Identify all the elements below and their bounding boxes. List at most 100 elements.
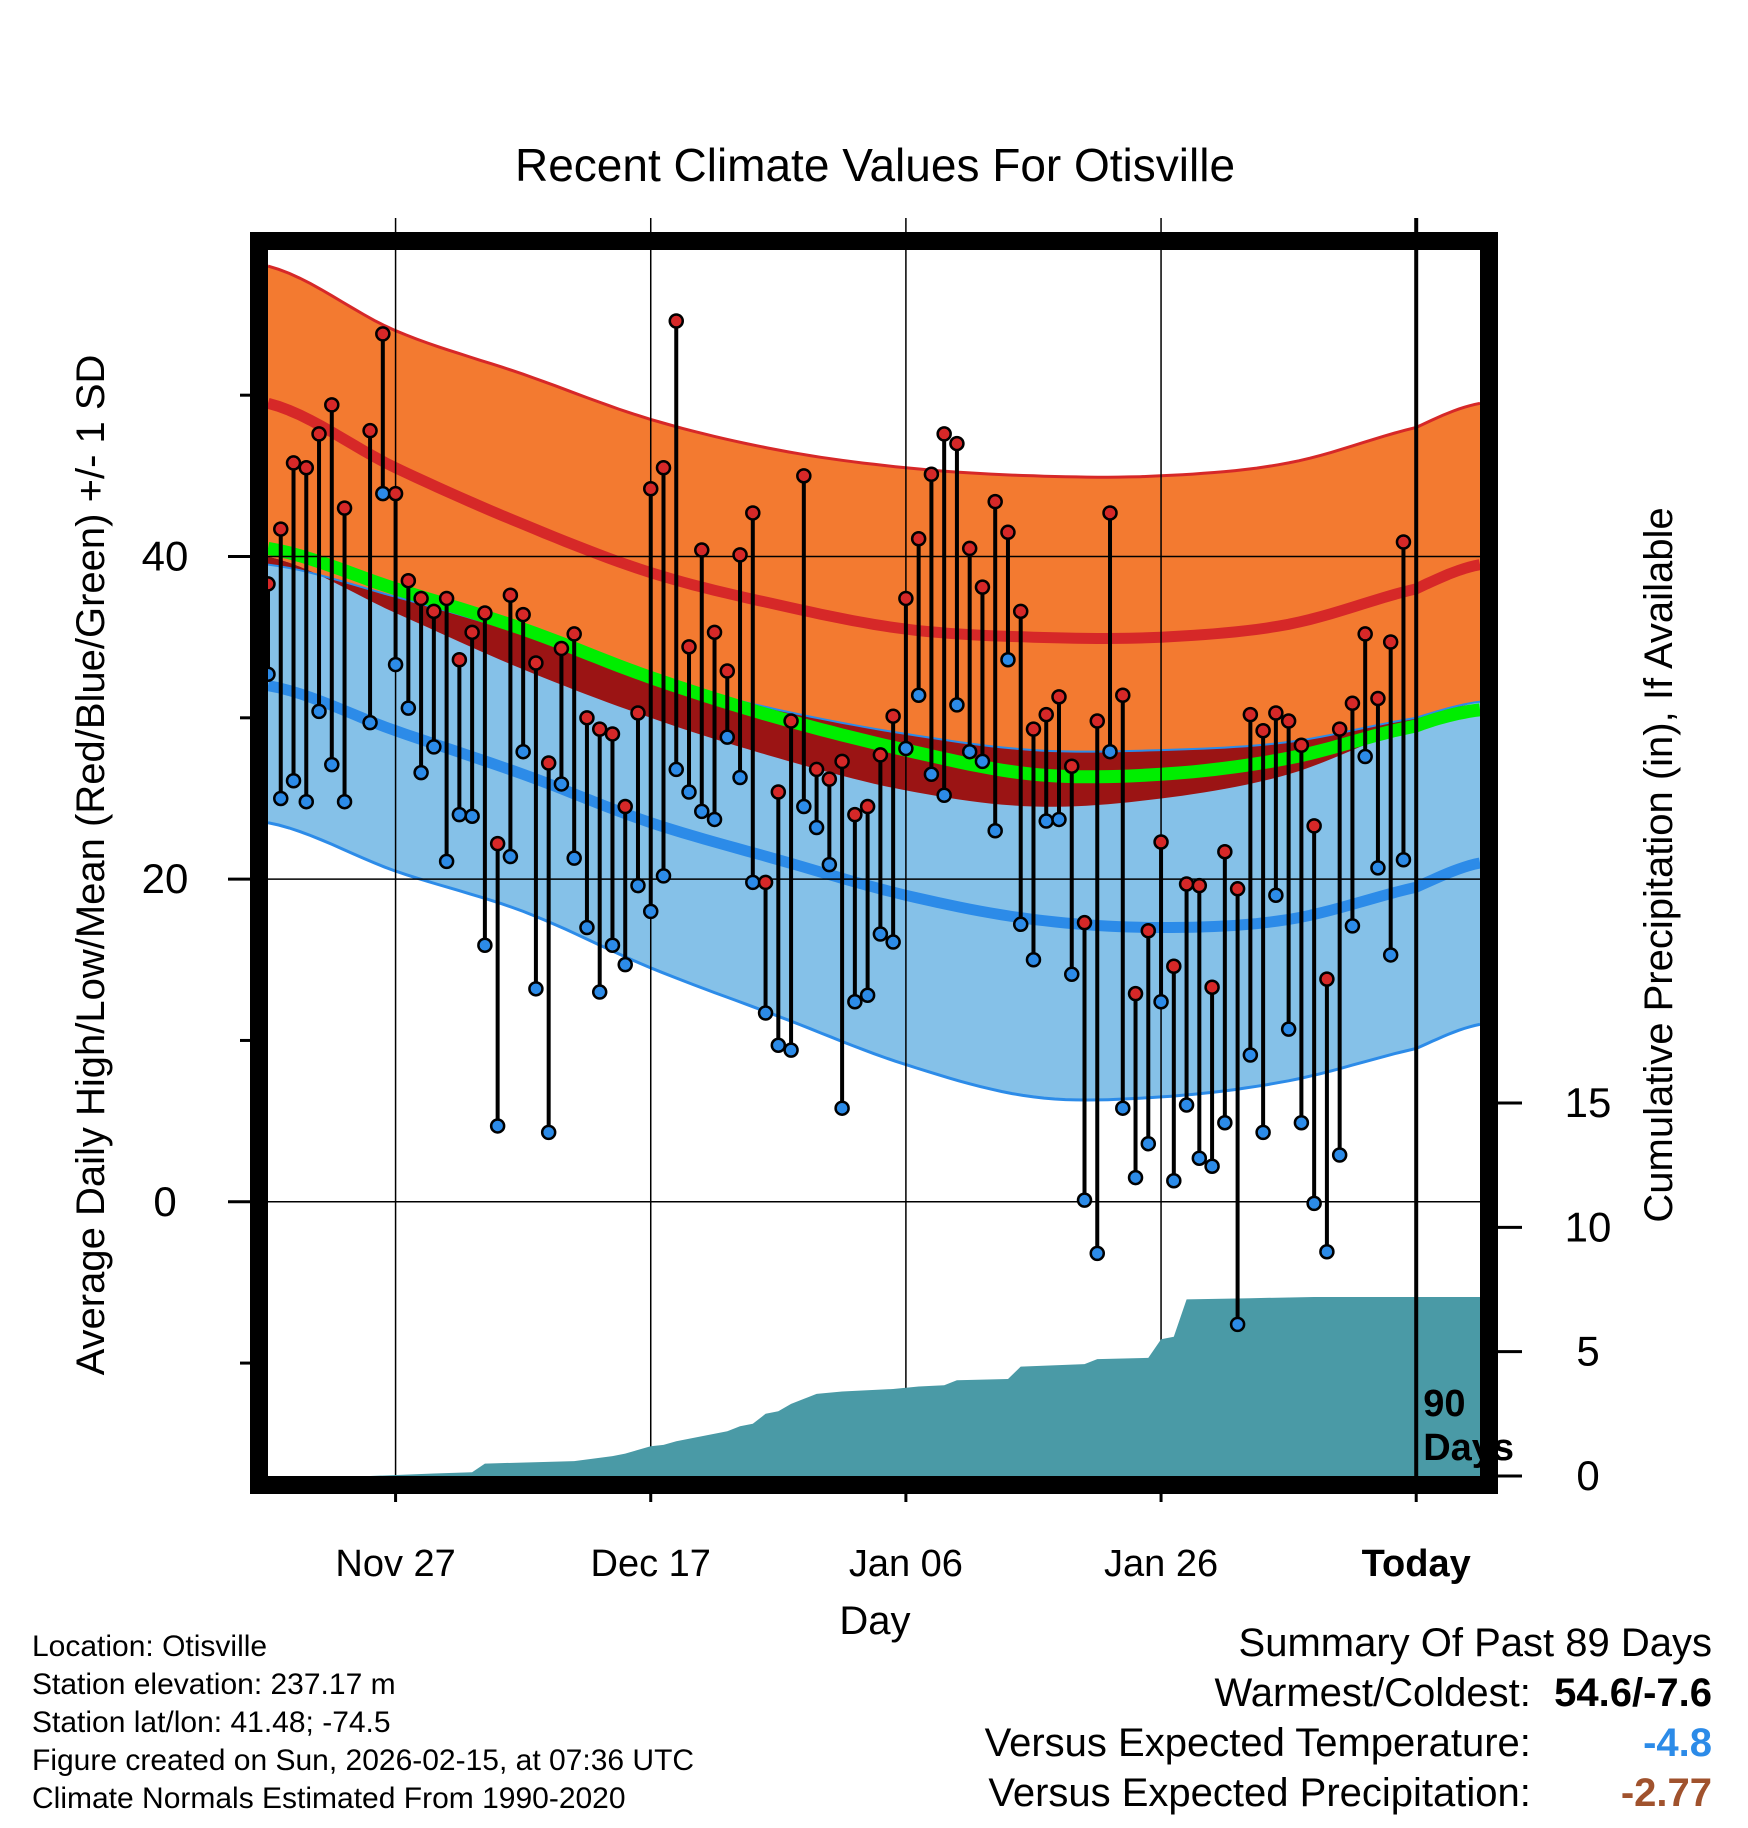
- daily-low-point: [515, 743, 531, 760]
- daily-high-point: [1204, 979, 1220, 995]
- daily-low-point: [413, 764, 429, 781]
- precip-anomaly-label: Versus Expected Precipitation:: [988, 1771, 1531, 1815]
- daily-high-point: [375, 326, 391, 342]
- daily-low-point: [642, 903, 659, 920]
- daily-high-point: [1357, 626, 1373, 642]
- y2-axis-label: Cumulative Precipitation (in), If Availa…: [1637, 507, 1681, 1222]
- daily-low-point: [502, 848, 519, 865]
- daily-high-point: [630, 705, 646, 721]
- daily-high-point: [438, 590, 455, 607]
- daily-low-point: [1115, 1100, 1131, 1116]
- daily-low-point: [1382, 947, 1399, 963]
- daily-low-point: [1204, 1158, 1220, 1175]
- today-days-number: 90: [1423, 1383, 1465, 1425]
- daily-high-point: [808, 761, 825, 778]
- daily-low-point: [387, 656, 404, 673]
- daily-high-point: [1063, 758, 1080, 774]
- daily-high-point: [1217, 843, 1233, 860]
- daily-high-point: [1293, 737, 1310, 753]
- daily-low-point: [591, 984, 608, 1000]
- daily-low-point: [1255, 1124, 1271, 1141]
- daily-low-point: [1217, 1114, 1233, 1131]
- daily-high-point: [1395, 534, 1412, 550]
- daily-low-point: [770, 1037, 787, 1054]
- daily-low-point: [783, 1042, 799, 1058]
- daily-high-point: [847, 806, 863, 823]
- daily-low-point: [1293, 1114, 1310, 1131]
- daily-low-point: [1178, 1097, 1195, 1113]
- daily-low-point: [477, 937, 493, 954]
- daily-low-point: [681, 784, 697, 800]
- daily-high-point: [1255, 722, 1271, 739]
- daily-high-point: [1344, 695, 1361, 712]
- daily-high-point: [821, 771, 838, 787]
- daily-high-point: [1025, 721, 1042, 737]
- daily-high-point: [311, 426, 327, 442]
- daily-low-point: [1102, 743, 1118, 760]
- daily-high-point: [936, 426, 952, 442]
- daily-low-point: [1012, 916, 1029, 933]
- daily-low-point: [311, 703, 327, 720]
- chart-title: Recent Climate Values For Otisville: [515, 139, 1235, 191]
- daily-low-point: [987, 822, 1003, 839]
- daily-high-point: [1229, 881, 1246, 897]
- daily-high-point: [923, 466, 940, 482]
- station-info: Location: Otisville Station elevation: 2…: [32, 1628, 694, 1818]
- daily-low-point: [273, 790, 289, 807]
- daily-low-point: [910, 687, 927, 703]
- daily-high-point: [987, 493, 1003, 510]
- daily-high-point: [655, 460, 672, 476]
- daily-high-point: [1089, 713, 1106, 729]
- daily-low-point: [1076, 1192, 1093, 1208]
- daily-high-point: [273, 521, 289, 537]
- daily-low-point: [1370, 860, 1386, 876]
- daily-low-point: [362, 714, 378, 731]
- daily-low-point: [668, 761, 685, 778]
- daily-high-point: [400, 572, 417, 589]
- daily-low-point: [1191, 1150, 1208, 1166]
- daily-low-point: [1000, 651, 1016, 668]
- daily-low-point: [655, 868, 672, 884]
- daily-high-point: [553, 640, 570, 657]
- daily-high-point: [1331, 721, 1348, 737]
- daily-high-point: [681, 639, 697, 655]
- daily-high-point: [732, 547, 748, 563]
- daily-low-point: [1357, 748, 1373, 765]
- daily-high-point: [949, 435, 965, 452]
- daily-low-point: [1038, 813, 1054, 829]
- daily-low-point: [821, 856, 838, 873]
- daily-high-point: [1012, 603, 1029, 620]
- x-tick-label: Dec 17: [591, 1543, 711, 1585]
- daily-high-point: [1268, 705, 1284, 721]
- daily-high-point: [898, 590, 914, 607]
- latlon-text: Station lat/lon: 41.48; -74.5: [32, 1706, 391, 1739]
- summary-temp-row: Versus Expected Temperature: -4.8: [985, 1718, 1712, 1768]
- daily-high-point: [1115, 687, 1131, 703]
- daily-high-point: [1000, 524, 1016, 541]
- daily-high-point: [642, 480, 659, 497]
- daily-high-point: [1166, 958, 1182, 974]
- daily-low-point: [847, 993, 863, 1010]
- daily-high-point: [336, 500, 353, 516]
- daily-low-point: [1051, 811, 1067, 828]
- daily-low-point: [923, 766, 940, 783]
- daily-high-point: [489, 835, 506, 852]
- daily-high-point: [770, 784, 787, 800]
- daily-high-point: [540, 755, 557, 771]
- daily-low-point: [1319, 1244, 1335, 1260]
- daily-low-point: [1306, 1195, 1322, 1212]
- daily-low-point: [898, 740, 914, 757]
- daily-high-point: [961, 540, 978, 557]
- daily-high-point: [706, 624, 723, 641]
- daily-high-point: [1102, 505, 1118, 521]
- daily-low-point: [745, 874, 761, 891]
- daily-low-point: [1268, 887, 1284, 904]
- daily-high-point: [1140, 923, 1157, 939]
- daily-high-point: [668, 313, 685, 329]
- daily-low-point: [451, 806, 468, 823]
- daily-high-point: [1178, 876, 1195, 892]
- daily-low-point: [885, 934, 901, 950]
- daily-low-point: [489, 1118, 506, 1134]
- daily-low-point: [706, 811, 723, 828]
